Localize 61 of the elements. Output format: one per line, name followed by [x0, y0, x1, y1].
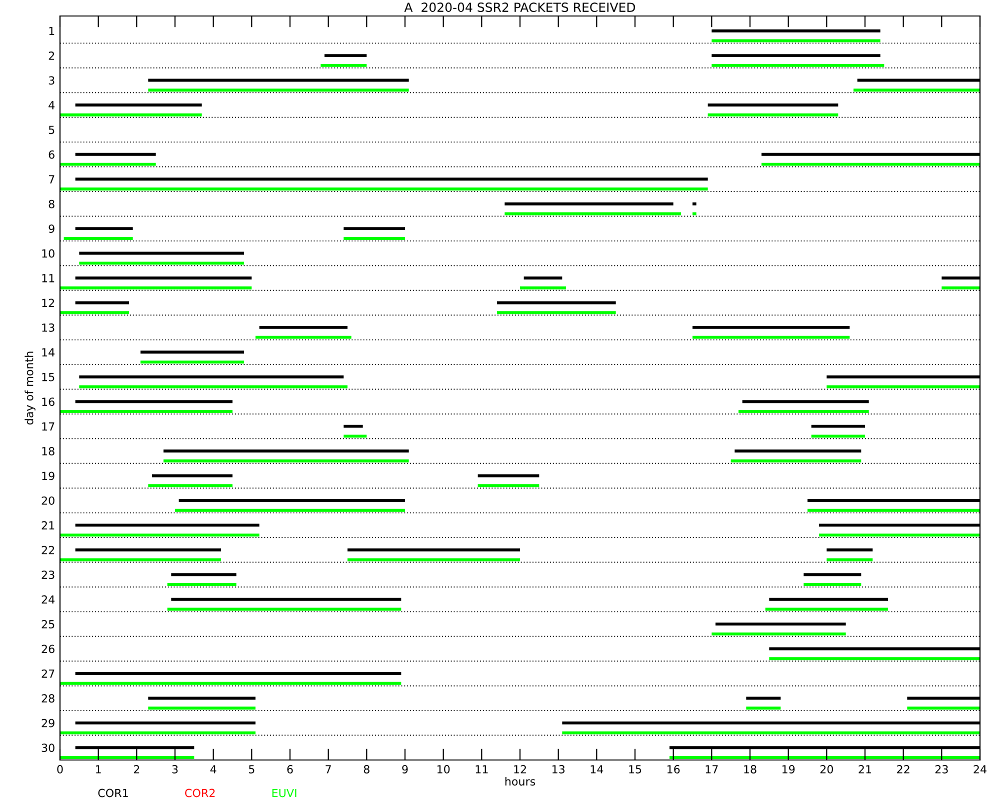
y-tick-label: 27: [42, 669, 54, 678]
x-tick-label: 14: [590, 765, 604, 774]
y-tick-label: 21: [42, 521, 54, 530]
y-tick-label: 14: [42, 348, 55, 356]
x-axis-title: hours: [505, 777, 536, 786]
y-tick-label: 30: [42, 744, 54, 752]
y-tick-label: 12: [42, 298, 54, 307]
y-tick-label: 20: [42, 496, 54, 505]
y-tick-label: 5: [48, 126, 54, 134]
y-tick-label: 2: [48, 52, 54, 60]
y-tick-label: 29: [42, 718, 54, 728]
x-tick-label: 3: [172, 765, 178, 774]
y-tick-label: 7: [48, 175, 54, 184]
x-tick-label: 22: [897, 765, 910, 774]
y-tick-label: 11: [42, 274, 54, 282]
y-tick-label: 13: [42, 323, 54, 332]
x-tick-label: 13: [552, 765, 565, 774]
x-tick-label: 11: [476, 765, 488, 774]
x-tick-label: 21: [858, 765, 872, 774]
y-tick-label: 24: [42, 595, 55, 604]
x-tick-label: 10: [437, 765, 450, 774]
y-tick-label: 17: [42, 422, 54, 431]
y-tick-label: 22: [42, 546, 54, 554]
y-axis-title: day of month: [24, 352, 36, 425]
x-tick-label: 5: [248, 765, 254, 774]
y-tick-label: 16: [42, 398, 54, 406]
x-tick-label: 8: [364, 765, 370, 774]
y-tick-label: 28: [42, 694, 54, 703]
x-tick-label: 9: [402, 765, 408, 774]
y-tick-label: 15: [42, 373, 54, 382]
y-tick-label: 3: [48, 76, 54, 85]
x-tick-label: 2: [134, 765, 140, 774]
x-tick-label: 16: [667, 765, 680, 774]
x-tick-label: 18: [744, 765, 756, 774]
x-tick-label: 4: [210, 765, 216, 774]
text: COR1: [98, 788, 128, 798]
y-tick-label: 18: [42, 447, 54, 456]
x-tick-label: 23: [935, 765, 948, 774]
y-tick-label: 1: [49, 26, 54, 36]
x-tick-label: 0: [57, 765, 63, 774]
legend-label: COR2: [185, 788, 215, 798]
x-tick-label: 19: [782, 765, 795, 774]
x-tick-label: 6: [287, 765, 293, 774]
x-tick-label: 24: [974, 765, 986, 774]
x-tick-label: 15: [629, 765, 642, 774]
text: EUVI: [272, 788, 296, 798]
y-tick-label: 9: [48, 224, 54, 233]
y-tick-label: 23: [42, 570, 54, 579]
x-tick-label: 12: [514, 765, 526, 774]
y-tick-label: 4: [48, 101, 55, 110]
y-tick-label: 6: [48, 150, 54, 159]
y-tick-label: 8: [48, 200, 54, 208]
x-tick-label: 20: [820, 765, 833, 774]
y-tick-label: 10: [42, 249, 54, 258]
chart-title: A 2020-04 SSR2 PACKETS RECEIVED: [404, 2, 636, 12]
y-tick-label: 25: [42, 620, 54, 628]
x-tick-label: 17: [706, 765, 718, 774]
y-tick-label: 19: [42, 472, 54, 480]
y-tick-label: 26: [42, 644, 54, 654]
x-tick-label: 7: [326, 765, 331, 774]
x-tick-label: 1: [96, 765, 101, 774]
